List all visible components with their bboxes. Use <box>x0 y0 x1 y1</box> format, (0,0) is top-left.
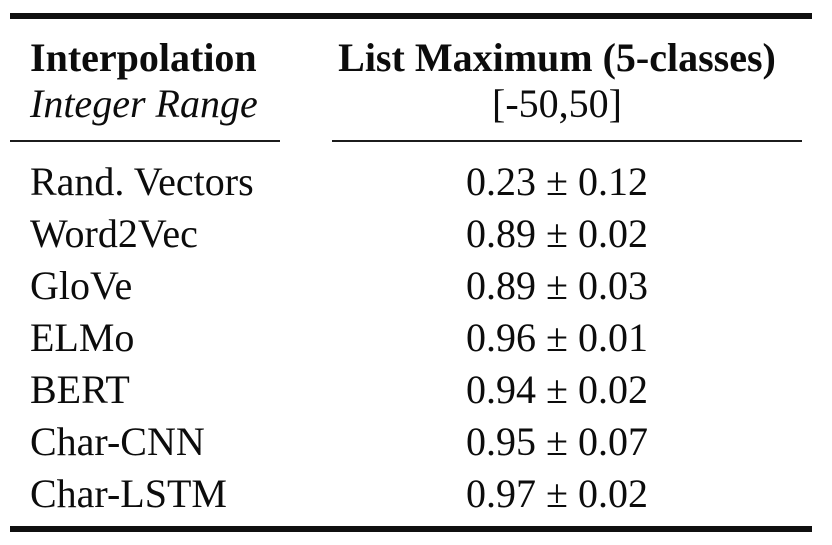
header-interpolation-label: Interpolation <box>30 35 257 80</box>
header-range-value: [-50,50] <box>492 81 622 126</box>
row-value: 0.89 ± 0.03 <box>466 263 648 308</box>
row-label: BERT <box>30 367 130 412</box>
table-row: GloVe 0.89 ± 0.03 <box>10 260 812 312</box>
table-body: Rand. Vectors 0.23 ± 0.12 Word2Vec 0.89 … <box>10 156 812 520</box>
table-row: Char-LSTM 0.97 ± 0.02 <box>10 468 812 520</box>
row-value: 0.96 ± 0.01 <box>466 315 648 360</box>
row-label: GloVe <box>30 263 133 308</box>
header-col-interpolation: Interpolation Integer Range <box>10 35 290 127</box>
header-list-maximum-label: List Maximum (5-classes) <box>338 35 776 80</box>
header-midrules <box>10 140 812 142</box>
table-top-rule <box>10 13 812 19</box>
table-row: Char-CNN 0.95 ± 0.07 <box>10 416 812 468</box>
table-header: Interpolation Integer Range List Maximum… <box>10 35 812 127</box>
table-row: Word2Vec 0.89 ± 0.02 <box>10 208 812 260</box>
table: Interpolation Integer Range List Maximum… <box>10 13 812 532</box>
table-bottom-rule <box>10 526 812 532</box>
row-label: ELMo <box>30 315 135 360</box>
col1-header-rule <box>10 140 280 142</box>
row-label: Word2Vec <box>30 211 198 256</box>
table-row: ELMo 0.96 ± 0.01 <box>10 312 812 364</box>
row-value: 0.23 ± 0.12 <box>466 159 648 204</box>
row-value: 0.95 ± 0.07 <box>466 419 648 464</box>
row-value: 0.94 ± 0.02 <box>466 367 648 412</box>
row-label: Char-LSTM <box>30 471 227 516</box>
col2-header-rule <box>332 140 802 142</box>
table-row: BERT 0.94 ± 0.02 <box>10 364 812 416</box>
row-value: 0.89 ± 0.02 <box>466 211 648 256</box>
midrule-gap <box>280 140 332 142</box>
header-col-list-maximum: List Maximum (5-classes) [-50,50] <box>322 35 792 127</box>
row-label: Char-CNN <box>30 419 205 464</box>
row-label: Rand. Vectors <box>30 159 254 204</box>
row-value: 0.97 ± 0.02 <box>466 471 648 516</box>
table-row: Rand. Vectors 0.23 ± 0.12 <box>10 156 812 208</box>
header-integer-range-label: Integer Range <box>30 81 258 126</box>
